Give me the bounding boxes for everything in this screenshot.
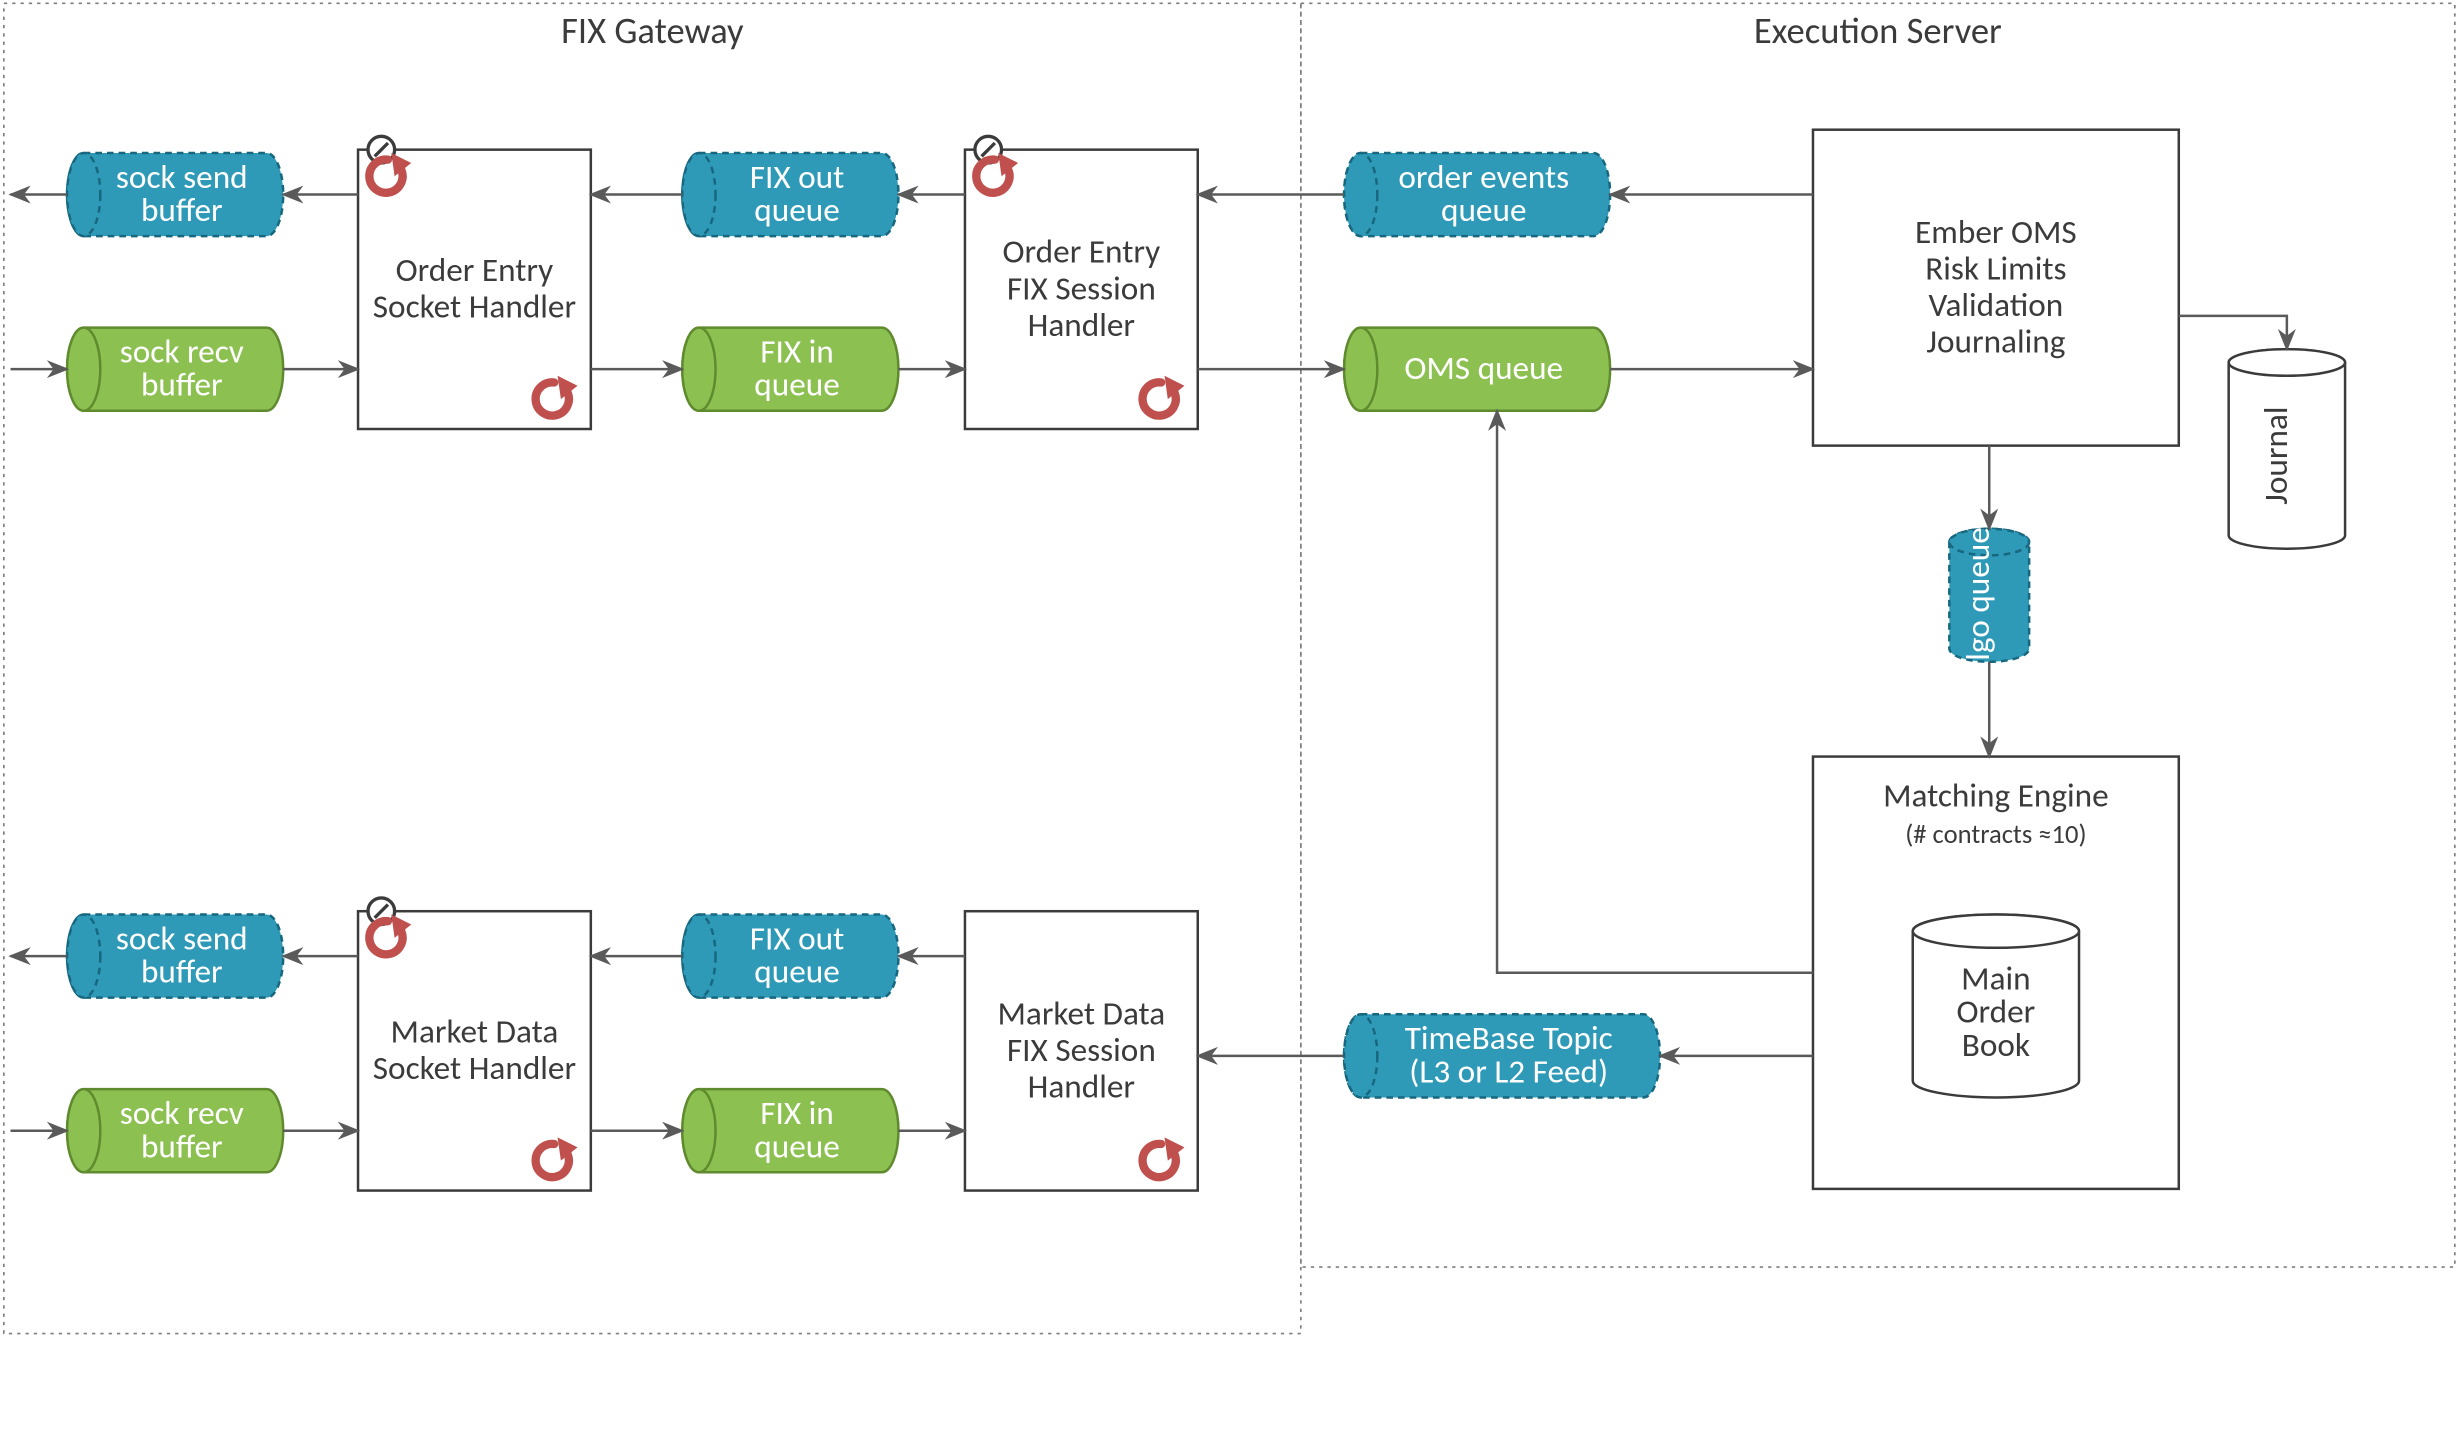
box-match-sub: (# contracts ≈10) [1905,819,2086,851]
box-md_session-line-1: FIX Session [1007,1029,1156,1070]
cylinder-oe_recv: sock recvbuffer [67,328,283,411]
box-oe_session-line-1: FIX Session [1007,267,1156,308]
box-oe_session-line-2: Handler [1028,304,1135,345]
cylinder-oe_in: FIX inqueue [682,328,898,411]
box-oms-line-2: Validation [1928,284,2063,325]
architecture-diagram: FIX Gateway Execution Server sock sendbuff… [0,0,2462,1430]
cylinder-md_in-label-1: queue [754,1125,840,1166]
box-oe_socket-line-0: Order Entry [396,249,554,290]
cylinder-md_recv-label-1: buffer [141,1125,223,1166]
arrow-25 [1497,411,1813,973]
box-oms-line-0: Ember OMS [1915,211,2077,252]
cylinder-oe_in-label-1: queue [754,364,840,405]
cylinder-oe_out-label-1: queue [754,189,840,230]
cylinder-journal: Journal [2229,349,2345,549]
box-oms-line-1: Risk Limits [1925,247,2066,288]
box-match: Matching Engine(# contracts ≈10)MainOrde… [1813,757,2179,1189]
box-oe_session-line-0: Order Entry [1003,231,1161,272]
box-oms-line-3: Journaling [1926,321,2065,362]
cylinder-timebase: TimeBase Topic(L3 or L2 Feed) [1344,1014,1660,1097]
cylinder-md_out-label-1: queue [754,951,840,992]
cylinder-ord_evt-label-1: queue [1441,189,1526,230]
cylinder-oms_q-label-0: OMS queue [1404,347,1563,388]
box-md_socket-line-0: Market Data [391,1011,559,1052]
panel-exec-title: Execution Server [1754,8,2002,53]
panel-fix-title: FIX Gateway [561,8,744,53]
box-md_session-line-0: Market Data [997,992,1165,1033]
cylinder-oe_send: sock sendbuffer [67,153,283,236]
cylinder-md_send-label-1: buffer [141,951,223,992]
box-md_socket-line-1: Socket Handler [373,1047,576,1088]
cylinder-ord_evt: order eventsqueue [1344,153,1610,236]
cylinder-timebase-label-1: (L3 or L2 Feed) [1409,1050,1608,1091]
cylinder-md_recv: sock recvbuffer [67,1089,283,1172]
cylinder-oe_recv-label-1: buffer [141,364,223,405]
cylinder-journal-label: Journal [2255,406,2296,504]
cylinder-md_send: sock sendbuffer [67,915,283,998]
cylinder-algo-label: algo queue [1957,527,1998,677]
box-md_session: Market DataFIX SessionHandler [965,911,1198,1190]
cylinder-algo: algo queue [1949,527,2029,677]
cylinder-oe_send-label-1: buffer [141,189,223,230]
box-oe_socket-line-1: Socket Handler [373,286,576,327]
cylinder-md_in: FIX inqueue [682,1089,898,1172]
box-match-title: Matching Engine [1883,774,2109,815]
box-md_session-line-2: Handler [1028,1065,1135,1106]
box-oms: Ember OMSRisk LimitsValidationJournaling [1813,130,2179,446]
cylinder-oms_q: OMS queue [1344,328,1610,411]
cylinder-oe_out: FIX outqueue [682,153,898,236]
arrow-22 [2179,316,2287,349]
cylinder-md_out: FIX outqueue [682,915,898,998]
box-match-cyl-line-2: Book [1962,1024,2030,1065]
